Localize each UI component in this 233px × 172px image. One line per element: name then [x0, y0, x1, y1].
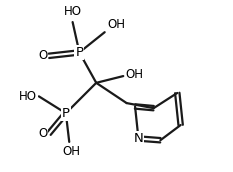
- Text: O: O: [38, 127, 47, 140]
- Text: OH: OH: [126, 68, 144, 81]
- Text: P: P: [75, 46, 83, 59]
- Text: OH: OH: [107, 18, 125, 30]
- Text: HO: HO: [19, 90, 37, 103]
- Text: N: N: [134, 132, 143, 145]
- Text: O: O: [38, 49, 47, 62]
- Text: HO: HO: [64, 5, 82, 18]
- Text: OH: OH: [62, 145, 80, 158]
- Text: P: P: [62, 107, 70, 120]
